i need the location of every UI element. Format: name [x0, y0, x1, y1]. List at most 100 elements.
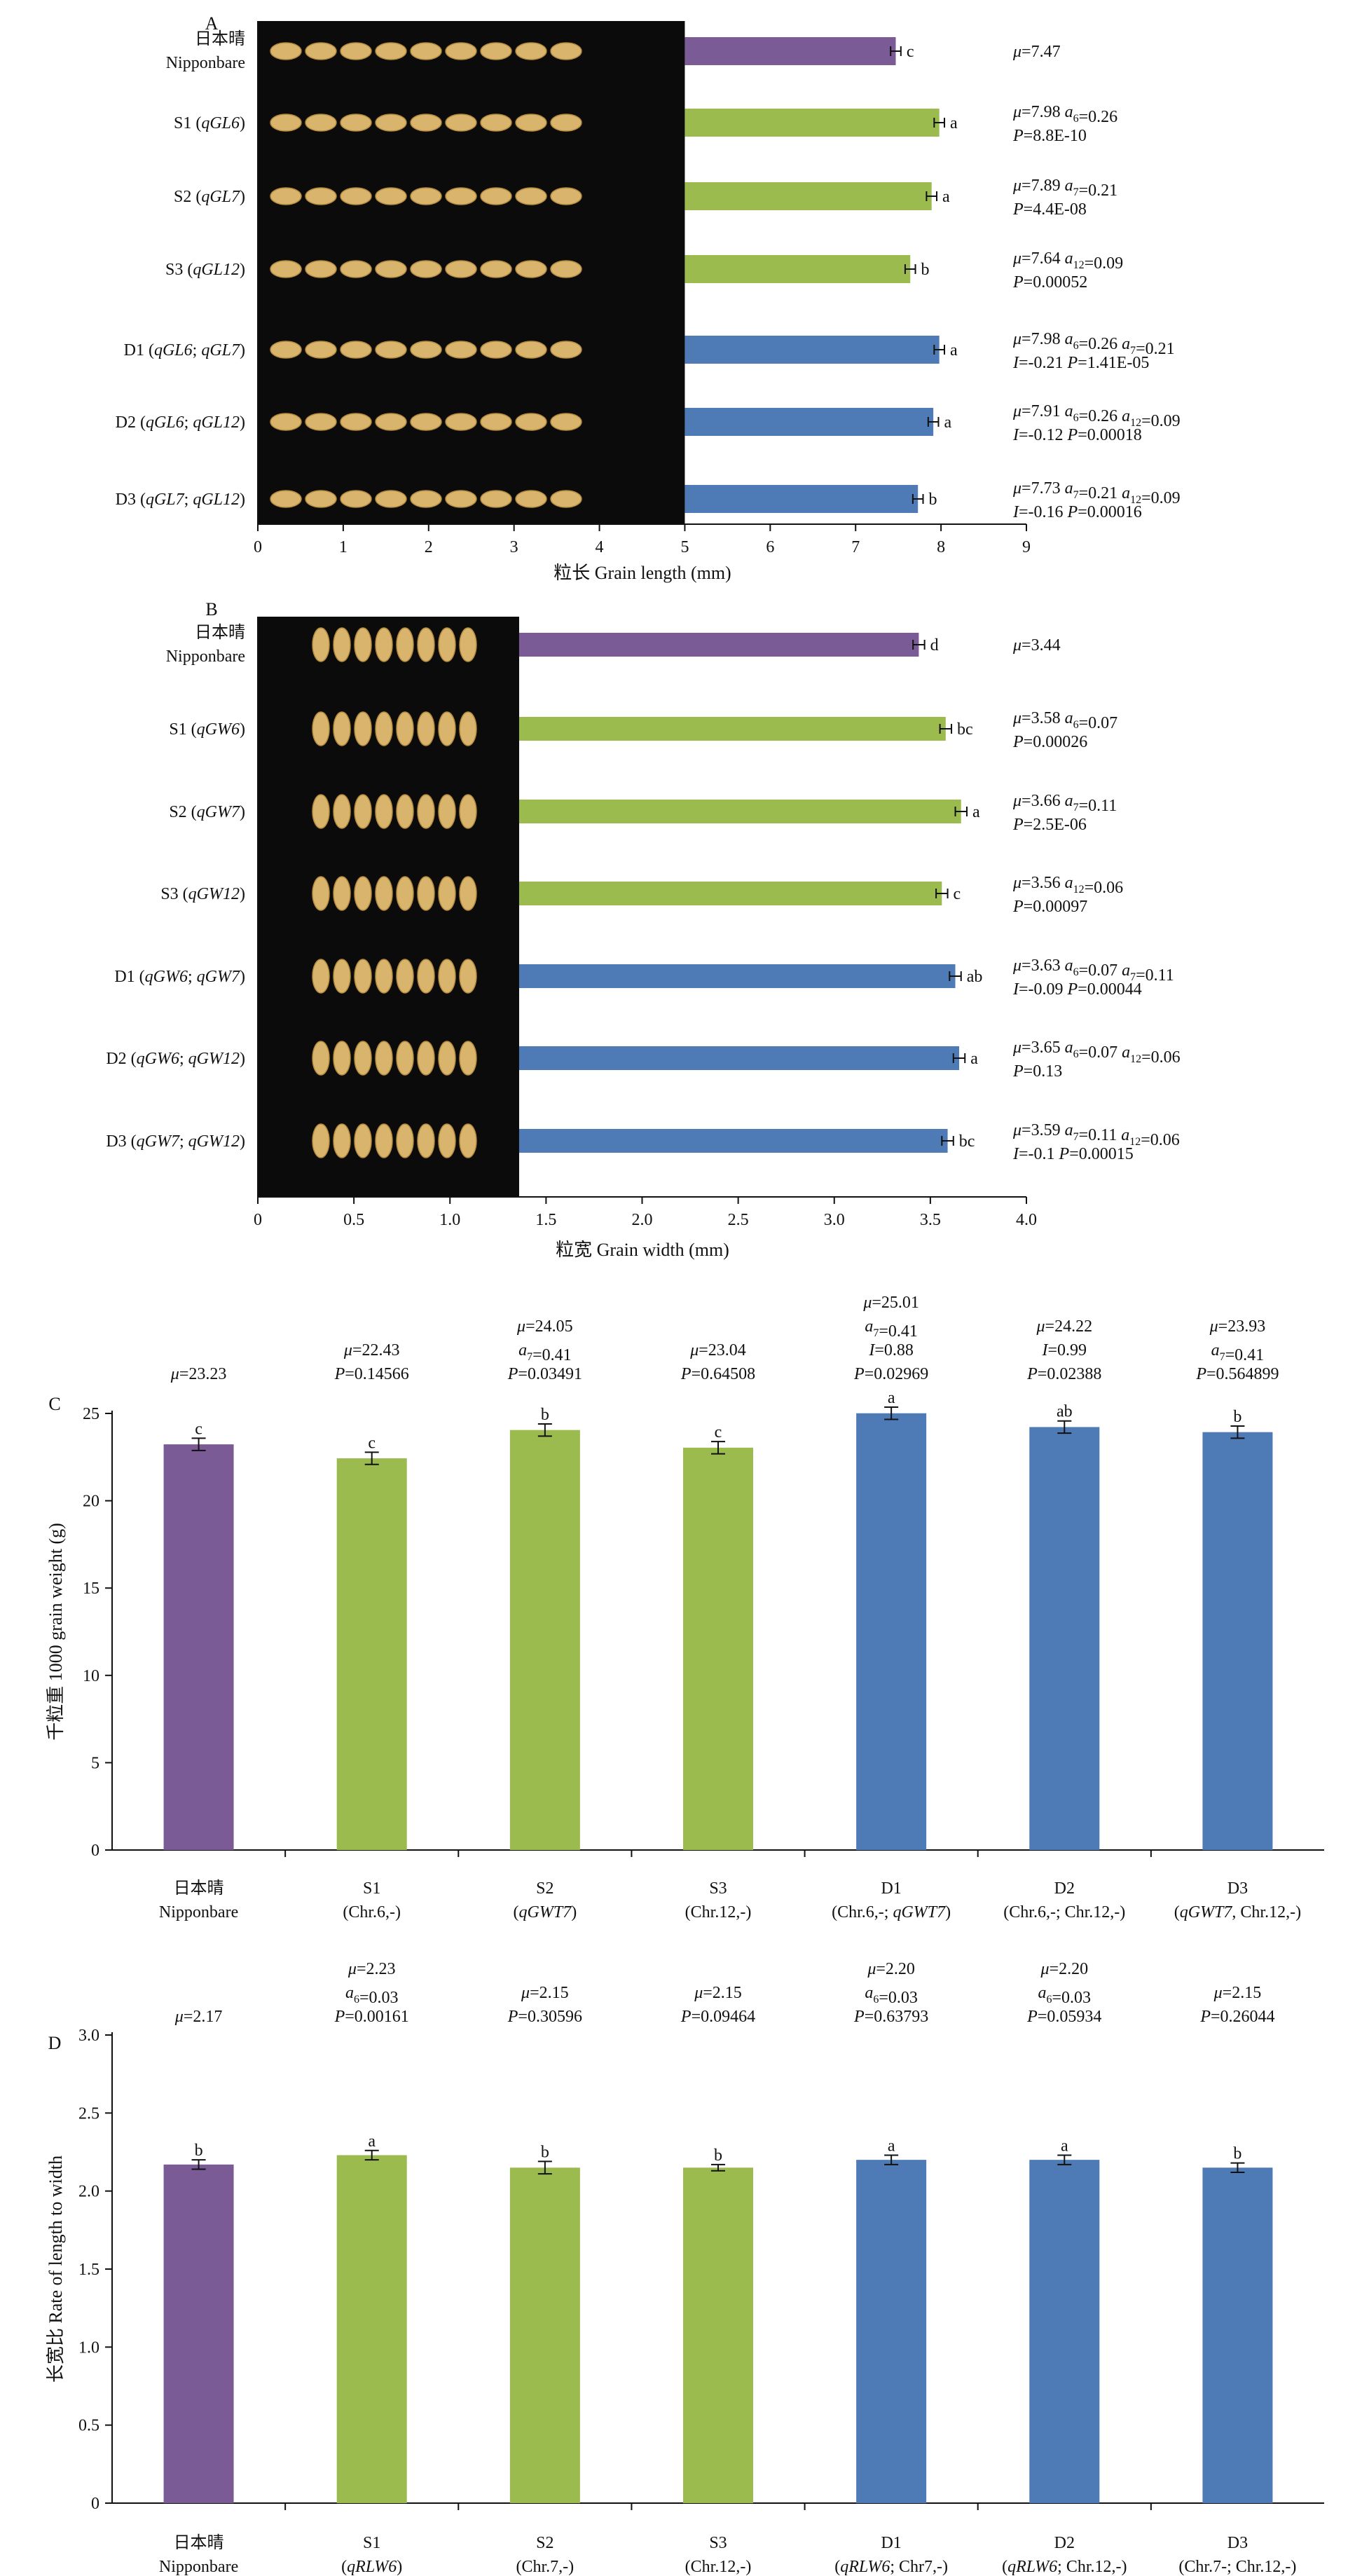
grain: [459, 1123, 477, 1158]
stat-annotation: P=0.05934: [1026, 2008, 1101, 2026]
stat-annotation: P=0.09464: [680, 2008, 755, 2026]
stat-text: =3.59: [1022, 1121, 1065, 1139]
stat-text: =0.13: [1024, 1062, 1063, 1081]
stat-symbol: P: [507, 1365, 518, 1383]
stat-subscript: 6: [1073, 719, 1079, 731]
stat-text: =0.41: [1225, 1346, 1265, 1364]
stat-annotation: P=0.13: [1012, 1062, 1062, 1081]
grain: [340, 42, 372, 60]
stat-annotation: I=0.99: [1042, 1341, 1087, 1359]
label-italic: qGWT7: [1180, 1903, 1233, 1921]
grain: [480, 42, 512, 60]
grain: [417, 959, 435, 994]
label-italic: qGWT7: [893, 1903, 946, 1921]
stat-symbol: P: [680, 2008, 692, 2026]
grain: [305, 260, 337, 278]
stat-symbol: I: [1042, 1341, 1049, 1359]
category-label: S3: [709, 1879, 727, 1898]
stat-annotation: μ=3.63 a6=0.07 a7=0.11: [1012, 957, 1174, 985]
stat-symbol: a: [1065, 402, 1073, 420]
grain: [340, 413, 372, 431]
label-italic: qGW12: [188, 1132, 240, 1151]
label-text: D2: [1054, 1879, 1075, 1898]
y-axis-label: 千粒重 1000 grain weight (g): [46, 1523, 66, 1741]
label-text: ): [240, 491, 245, 509]
grain: [305, 490, 337, 508]
stat-annotation: P=0.64508: [680, 1365, 755, 1383]
stat-symbol: μ: [867, 1960, 876, 1978]
category-label-en: Nipponbare: [166, 648, 245, 666]
label-italic: qGL7: [201, 341, 240, 359]
stat-text: =-0.16: [1019, 503, 1068, 521]
grain: [410, 413, 442, 431]
label-italic: qGW6: [197, 720, 240, 739]
label-text: D1 (: [114, 968, 144, 986]
grain: [550, 490, 582, 508]
label-text: ): [240, 1050, 245, 1068]
stat-text: =7.89: [1022, 177, 1065, 195]
grain: [375, 959, 393, 994]
stat-symbol: P: [1026, 1365, 1038, 1383]
grain: [459, 627, 477, 662]
stat-symbol: I: [868, 1341, 875, 1359]
stat-symbol: a: [1122, 335, 1130, 353]
grain: [396, 627, 414, 662]
label-italic: qGW12: [188, 885, 240, 903]
stat-symbol: a: [1065, 249, 1073, 268]
stat-annotation: P=0.564899: [1195, 1365, 1279, 1383]
grain: [312, 1123, 330, 1158]
stat-symbol: I: [1012, 980, 1019, 999]
stat-text: =-0.12: [1019, 426, 1068, 444]
stat-symbol: μ: [694, 1984, 703, 2002]
stat-annotation: P=8.8E-10: [1012, 127, 1087, 145]
stat-text: =3.56: [1022, 874, 1065, 892]
stat-text: =3.65: [1022, 1039, 1065, 1057]
stat-annotation: μ=2.17: [174, 2008, 223, 2026]
stat-text: =0.07: [1079, 1043, 1122, 1062]
label-text: (Chr.7-; Chr.12,-): [1178, 2558, 1296, 2576]
grain: [396, 876, 414, 911]
label-text: S3: [709, 1879, 727, 1898]
bar: [163, 1444, 234, 1850]
stat-subscript: 12: [1130, 417, 1141, 429]
stat-annotation: P=0.63793: [853, 2008, 928, 2026]
significance-letter: d: [930, 636, 939, 655]
stat-text: =0.99: [1048, 1341, 1087, 1359]
label-text: S2: [536, 2534, 553, 2552]
x-tick-label: 3.5: [920, 1211, 941, 1229]
stat-symbol: a: [865, 1984, 873, 2002]
label-text: ): [240, 261, 245, 279]
x-tick-label: 2.0: [632, 1211, 653, 1229]
grain: [480, 260, 512, 278]
stat-text: =2.15: [1223, 1984, 1262, 2002]
grain: [480, 187, 512, 205]
stat-symbol: I: [1012, 503, 1019, 521]
stat-subscript: 6: [354, 1994, 359, 2006]
significance-letter: bc: [959, 1132, 975, 1151]
stat-text: =2.20: [1050, 1960, 1089, 1978]
stat-symbol: P: [1067, 426, 1078, 444]
category-sublabel: (Chr.12,-): [685, 1903, 752, 1921]
stat-symbol: μ: [1012, 249, 1022, 268]
stat-symbol: μ: [1012, 1121, 1022, 1139]
stat-text: =0.09464: [692, 2008, 756, 2026]
significance-letter: c: [368, 1434, 376, 1452]
grain: [340, 114, 372, 132]
significance-letter: a: [888, 1389, 895, 1407]
grain: [333, 959, 351, 994]
label-text: S2: [536, 1879, 553, 1898]
stat-symbol: a: [345, 1984, 354, 2002]
stat-annotation: μ=7.73 a7=0.21 a12=0.09: [1012, 479, 1181, 507]
grain: [333, 627, 351, 662]
grain: [312, 1041, 330, 1076]
label-text: ;: [184, 491, 193, 509]
stat-symbol: μ: [1012, 479, 1022, 498]
bar: [1029, 2160, 1100, 2503]
stat-annotation: μ=24.22: [1036, 1317, 1092, 1336]
label-text: (Chr.12,-): [685, 2558, 752, 2576]
grain: [480, 490, 512, 508]
grain: [270, 341, 302, 359]
x-axis-label: 粒宽 Grain width (mm): [556, 1240, 729, 1260]
y-tick-label: 0: [91, 1842, 99, 1860]
stat-symbol: P: [680, 1365, 692, 1383]
